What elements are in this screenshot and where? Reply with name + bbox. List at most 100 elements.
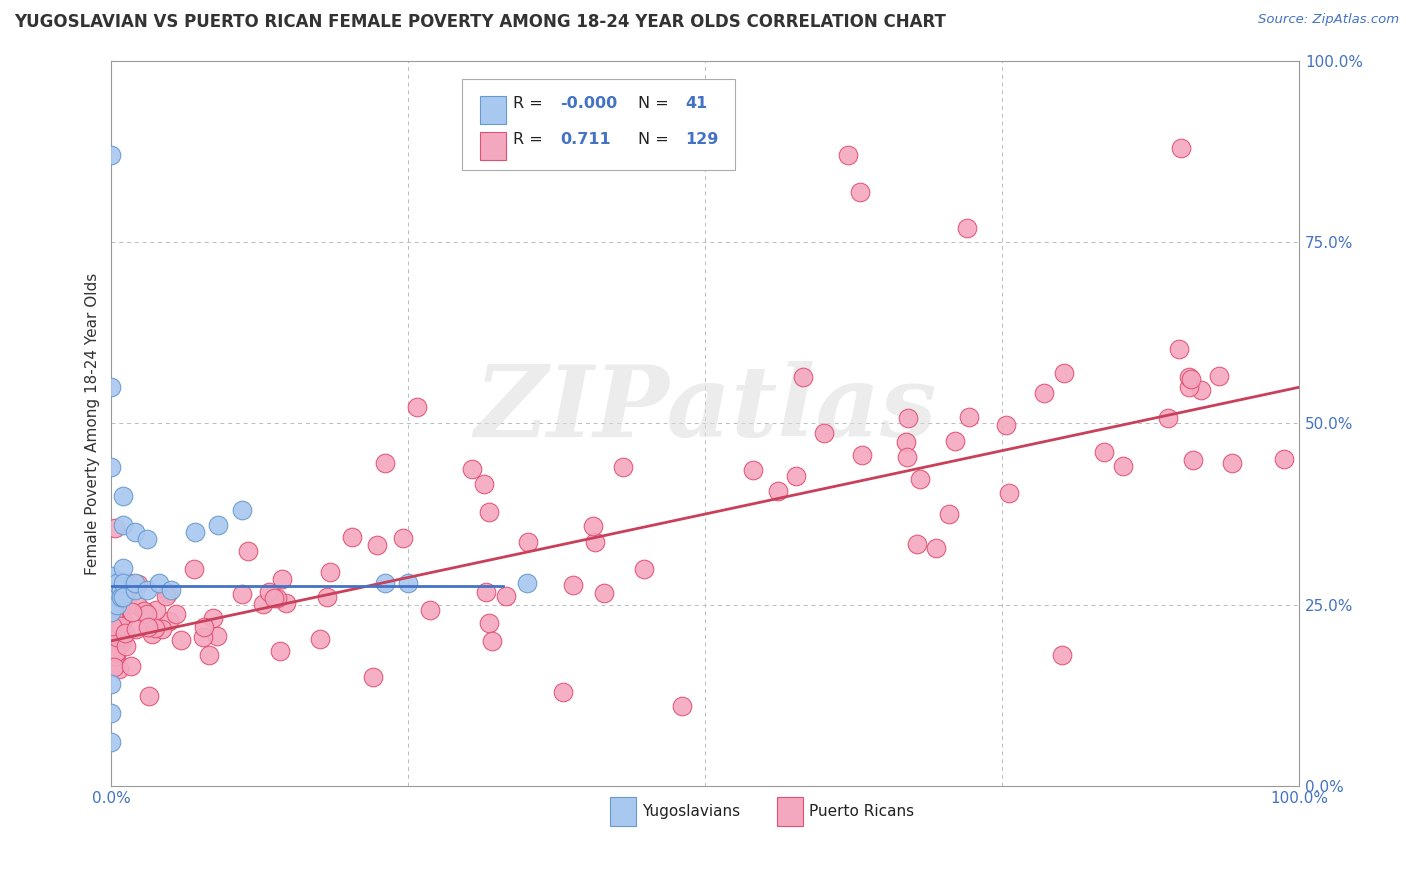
Point bbox=[198, 648, 221, 662]
Point bbox=[925, 541, 948, 556]
Point bbox=[943, 434, 966, 448]
Point bbox=[155, 589, 177, 603]
Point bbox=[374, 575, 396, 590]
Point bbox=[101, 618, 124, 632]
Point bbox=[100, 735, 122, 749]
Point bbox=[100, 598, 122, 612]
Point bbox=[104, 651, 127, 665]
Point bbox=[1050, 648, 1073, 663]
Point bbox=[145, 603, 167, 617]
Point bbox=[100, 568, 122, 582]
Point bbox=[472, 477, 495, 491]
Point bbox=[1167, 342, 1189, 356]
Text: Puerto Ricans: Puerto Ricans bbox=[808, 804, 914, 819]
Point bbox=[100, 624, 122, 639]
Point bbox=[105, 630, 128, 644]
Point bbox=[107, 588, 129, 602]
Text: N =: N = bbox=[638, 96, 668, 111]
Point bbox=[271, 572, 294, 586]
Point bbox=[110, 591, 132, 605]
Point bbox=[101, 609, 124, 624]
Point bbox=[938, 508, 960, 522]
FancyBboxPatch shape bbox=[461, 79, 735, 169]
Point bbox=[107, 574, 129, 589]
Point bbox=[837, 148, 859, 162]
Point bbox=[266, 591, 288, 605]
Point bbox=[1053, 367, 1076, 381]
Point bbox=[191, 630, 214, 644]
Point bbox=[405, 400, 427, 414]
Point bbox=[157, 614, 180, 628]
Point bbox=[583, 535, 606, 549]
Point bbox=[896, 435, 918, 450]
Point bbox=[183, 525, 205, 540]
Point bbox=[396, 575, 419, 590]
Point bbox=[269, 644, 291, 658]
Point bbox=[1208, 368, 1230, 383]
Point bbox=[104, 521, 127, 535]
Point bbox=[309, 632, 332, 646]
Text: Source: ZipAtlas.com: Source: ZipAtlas.com bbox=[1258, 13, 1399, 27]
Point bbox=[100, 591, 122, 605]
Point bbox=[957, 410, 980, 425]
Point bbox=[105, 598, 128, 612]
Point bbox=[111, 613, 134, 627]
Point bbox=[207, 517, 229, 532]
Point bbox=[110, 583, 132, 598]
Point bbox=[319, 566, 342, 580]
Point bbox=[263, 591, 285, 605]
Point bbox=[100, 583, 122, 598]
Point bbox=[374, 456, 396, 470]
Point bbox=[478, 505, 501, 519]
Point bbox=[478, 615, 501, 630]
Text: ZIPatlas: ZIPatlas bbox=[474, 360, 936, 458]
Point bbox=[231, 587, 253, 601]
Point bbox=[792, 370, 814, 384]
Point bbox=[259, 584, 281, 599]
Point bbox=[136, 620, 159, 634]
Point bbox=[117, 582, 139, 597]
Point bbox=[143, 621, 166, 635]
Point bbox=[103, 597, 125, 611]
Point bbox=[274, 596, 297, 610]
Point bbox=[1092, 445, 1115, 459]
Point bbox=[1033, 385, 1056, 400]
Point bbox=[103, 593, 125, 607]
Point bbox=[1220, 456, 1243, 470]
Point bbox=[908, 472, 931, 486]
Point bbox=[105, 590, 128, 604]
Point bbox=[995, 418, 1018, 433]
Point bbox=[105, 583, 128, 598]
Point bbox=[461, 462, 484, 476]
Point bbox=[582, 519, 605, 533]
Point bbox=[183, 562, 205, 576]
Point bbox=[104, 595, 127, 609]
Point bbox=[1181, 453, 1204, 467]
Point bbox=[633, 562, 655, 576]
Point bbox=[516, 575, 538, 590]
Point bbox=[114, 625, 136, 640]
Point bbox=[148, 575, 170, 590]
Point bbox=[101, 625, 124, 640]
Point bbox=[110, 583, 132, 598]
Text: R =: R = bbox=[513, 96, 543, 111]
Point bbox=[108, 586, 131, 600]
Point bbox=[115, 639, 138, 653]
Point bbox=[1157, 410, 1180, 425]
Text: R =: R = bbox=[513, 132, 543, 147]
Point bbox=[997, 486, 1019, 500]
Point bbox=[112, 575, 135, 590]
Point bbox=[103, 595, 125, 609]
Point bbox=[612, 460, 634, 475]
Point bbox=[1170, 141, 1192, 155]
Point bbox=[495, 589, 517, 603]
Point bbox=[366, 538, 388, 552]
Point bbox=[813, 426, 835, 441]
Point bbox=[562, 578, 585, 592]
Point bbox=[159, 583, 181, 598]
Point bbox=[124, 525, 146, 540]
Point bbox=[1189, 383, 1212, 397]
Point bbox=[124, 622, 146, 636]
Point bbox=[905, 537, 928, 551]
Point bbox=[103, 610, 125, 624]
